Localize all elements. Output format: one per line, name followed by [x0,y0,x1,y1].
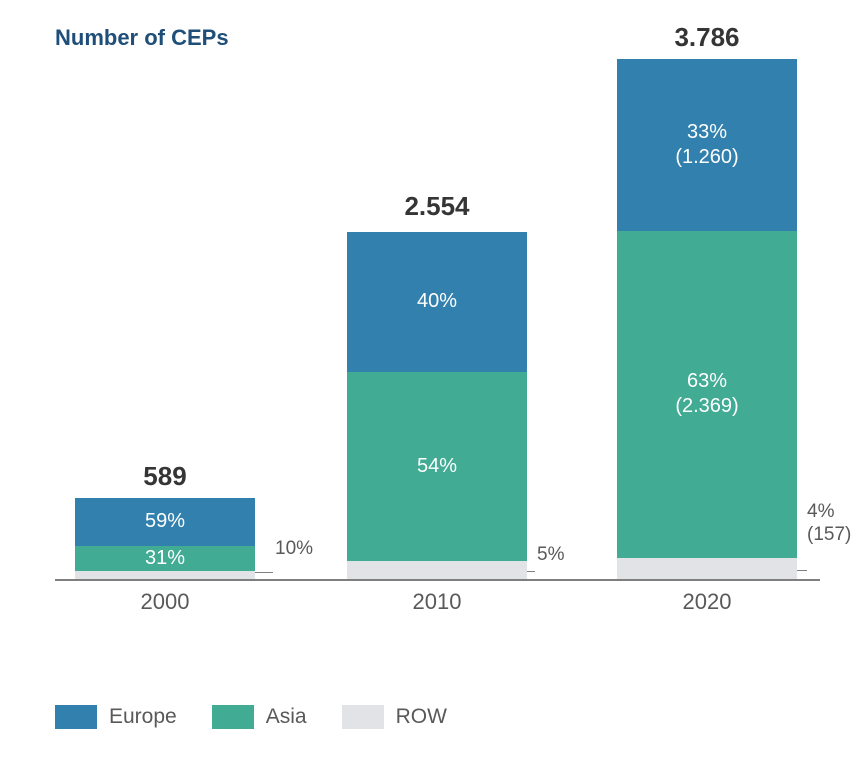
bar-stack: 59%31% [75,498,255,579]
segment-label: 63% [687,369,727,394]
bar-2000: 58959%31% [75,498,255,579]
legend-label: Europe [109,705,177,729]
callout-label: 10% [275,538,313,561]
segment-asia: 31% [75,546,255,571]
segment-label: 33% [687,120,727,145]
legend-swatch [342,705,384,729]
legend-label: ROW [396,705,447,729]
legend-item-row: ROW [342,705,447,729]
segment-row [347,561,527,579]
callout-leader-line [527,571,535,572]
callout-label: 5% [537,544,564,567]
bar-2010: 2.55440%54% [347,232,527,579]
segment-asia: 63%(2.369) [617,231,797,559]
bar-total-label: 3.786 [617,22,797,53]
segment-row [75,571,255,579]
legend-item-europe: Europe [55,705,177,729]
bar-2020: 3.78633%(1.260)63%(2.369) [617,59,797,579]
bar-stack: 33%(1.260)63%(2.369) [617,59,797,579]
callout-label: 4%(157) [807,501,851,547]
x-axis-label: 2020 [617,589,797,615]
segment-label: (1.260) [675,145,738,170]
chart-area: 58959%31%10%2.55440%54%5%3.78633%(1.260)… [55,61,820,621]
segment-europe: 40% [347,232,527,372]
bar-total-label: 589 [75,461,255,492]
segment-label: (2.369) [675,394,738,419]
segment-europe: 59% [75,498,255,546]
legend-swatch [212,705,254,729]
segment-label: 59% [145,509,185,534]
segment-europe: 33%(1.260) [617,59,797,231]
x-axis-label: 2010 [347,589,527,615]
segment-label: 40% [417,289,457,314]
plot-region: 58959%31%10%2.55440%54%5%3.78633%(1.260)… [55,61,820,581]
legend-item-asia: Asia [212,705,307,729]
legend-label: Asia [266,705,307,729]
legend-swatch [55,705,97,729]
segment-label: 31% [145,546,185,571]
bar-total-label: 2.554 [347,191,527,222]
bar-stack: 40% 54% [347,232,527,579]
segment-row [617,558,797,579]
segment-asia: 54% [347,372,527,561]
segment-label: 54% [417,454,457,479]
legend: Europe Asia ROW [55,705,447,729]
x-axis-label: 2000 [75,589,255,615]
callout-leader-line [797,570,807,571]
callout-leader-line [255,572,273,573]
